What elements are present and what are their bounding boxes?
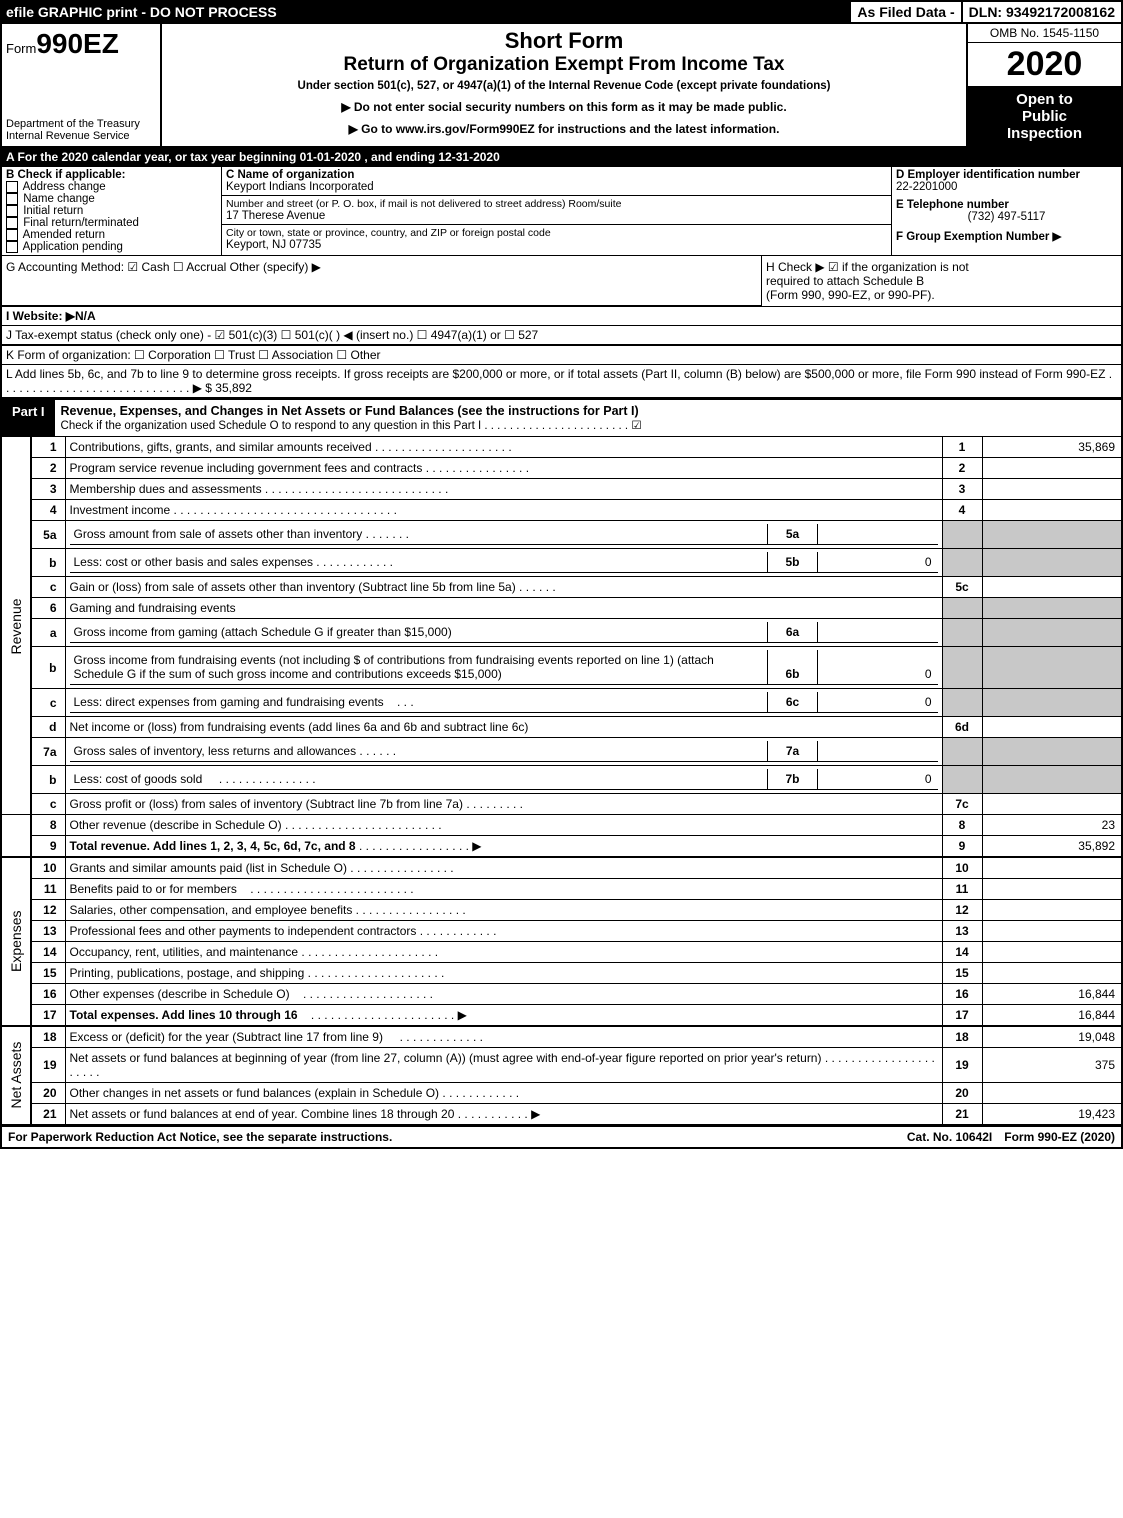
open-inspection: Open to Public Inspection [968,87,1121,146]
line-h: H Check ▶ ☑ if the organization is not r… [761,256,1121,306]
line-l: L Add lines 5b, 6c, and 7b to line 9 to … [0,365,1123,398]
line-g: G Accounting Method: ☑ Cash ☐ Accrual Ot… [2,256,761,306]
org-info-block: B Check if applicable: Address change Na… [0,167,1123,256]
short-form-title: Short Form [166,28,962,54]
street-label: Number and street (or P. O. box, if mail… [226,198,887,210]
top-bar: efile GRAPHIC print - DO NOT PROCESS As … [0,0,1123,24]
expenses-side: Expenses [1,857,31,1026]
instr-1: ▶ Do not enter social security numbers o… [166,100,962,114]
c-name-label: C Name of organization [226,169,887,181]
part-1-label: Part I [2,400,55,436]
b-label: B Check if applicable: [6,169,217,181]
main-title: Return of Organization Exempt From Incom… [166,54,962,76]
cat-no: Cat. No. 10642I [901,1127,998,1147]
revenue-side: Revenue [1,437,31,815]
netassets-side: Net Assets [1,1026,31,1125]
section-c: C Name of organization Keyport Indians I… [222,167,891,255]
page-footer: For Paperwork Reduction Act Notice, see … [0,1125,1123,1149]
form-number: Form990EZ [6,28,156,60]
paperwork-notice: For Paperwork Reduction Act Notice, see … [2,1127,901,1147]
ein: 22-2201000 [896,181,1117,193]
street: 17 Therese Avenue [226,210,887,222]
line-j: J Tax-exempt status (check only one) - ☑… [0,326,1123,345]
dln: DLN: 93492172008162 [963,2,1121,22]
efile-banner: efile GRAPHIC print - DO NOT PROCESS [2,2,849,22]
section-d: D Employer identification number 22-2201… [891,167,1121,255]
as-filed-label: As Filed Data - [849,2,962,22]
part-1-title: Revenue, Expenses, and Changes in Net As… [61,404,639,418]
group-exemption: F Group Exemption Number ▶ [896,229,1117,243]
line-i: I Website: ▶N/A [0,307,1123,326]
city: Keyport, NJ 07735 [226,239,887,251]
telephone: (732) 497-5117 [896,211,1117,223]
omb-number: OMB No. 1545-1150 [968,24,1121,43]
line-k: K Form of organization: ☐ Corporation ☐ … [0,345,1123,365]
ein-label: D Employer identification number [896,169,1117,181]
part-1-table: Revenue 1Contributions, gifts, grants, a… [0,437,1123,1125]
part-1-sub: Check if the organization used Schedule … [61,420,642,432]
org-name: Keyport Indians Incorporated [226,181,887,193]
tax-year: 2020 [968,43,1121,87]
line-a: A For the 2020 calendar year, or tax yea… [0,148,1123,167]
section-b: B Check if applicable: Address change Na… [2,167,222,255]
tel-label: E Telephone number [896,199,1117,211]
instr-2: ▶ Go to www.irs.gov/Form990EZ for instru… [166,122,962,136]
form-id: Form 990-EZ (2020) [998,1127,1121,1147]
subtitle: Under section 501(c), 527, or 4947(a)(1)… [166,80,962,92]
form-header: Form990EZ Department of the Treasury Int… [0,24,1123,148]
dept: Department of the Treasury Internal Reve… [6,118,156,142]
part-1-header: Part I Revenue, Expenses, and Changes in… [0,398,1123,437]
city-label: City or town, state or province, country… [226,227,887,239]
